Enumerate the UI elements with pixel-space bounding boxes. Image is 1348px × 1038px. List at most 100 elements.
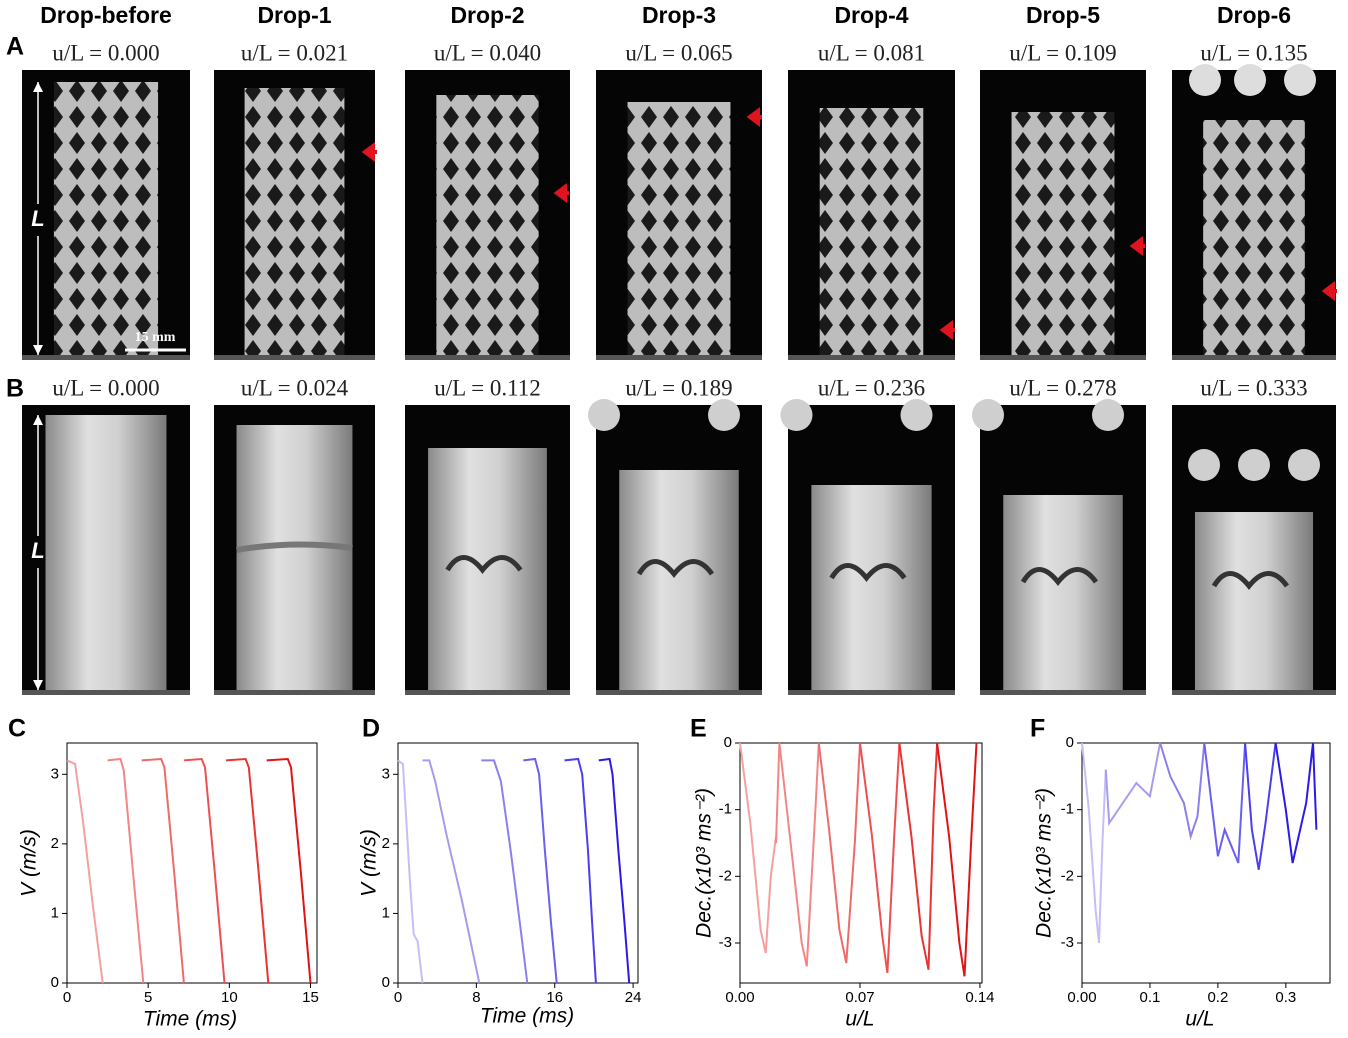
x-tick-label: 8 bbox=[472, 989, 480, 1006]
fold bbox=[445, 555, 523, 574]
panel-label: C bbox=[8, 715, 26, 743]
y-tick-label: 3 bbox=[51, 765, 59, 782]
tube bbox=[45, 415, 167, 690]
series-line bbox=[226, 757, 270, 984]
plot-frame bbox=[739, 742, 983, 984]
lattice-cylinder bbox=[244, 88, 345, 355]
light bbox=[1284, 64, 1316, 96]
base bbox=[22, 690, 190, 695]
strain-label: u/L = 0.065 bbox=[625, 40, 732, 65]
series-line bbox=[1274, 742, 1318, 864]
base bbox=[596, 355, 762, 360]
column-header: Drop-4 bbox=[834, 2, 908, 28]
y-tick-label: -3 bbox=[1061, 934, 1074, 951]
y-tick-label: 0 bbox=[1066, 734, 1074, 751]
series-line bbox=[817, 742, 861, 964]
column-header: Drop-2 bbox=[450, 2, 524, 28]
base bbox=[214, 355, 375, 360]
light bbox=[780, 399, 813, 431]
lattice-cylinder bbox=[53, 82, 159, 355]
panel-label: F bbox=[1030, 715, 1045, 743]
lattice-cylinder bbox=[819, 108, 924, 355]
y-tick-label: 2 bbox=[51, 835, 59, 852]
series-line bbox=[564, 757, 597, 984]
strain-label: u/L = 0.278 bbox=[1009, 375, 1116, 400]
strain-label: u/L = 0.021 bbox=[241, 40, 348, 65]
y-axis-label: V (m/s) bbox=[18, 829, 41, 897]
x-tick-label: 24 bbox=[625, 989, 642, 1006]
y-tick-label: 0 bbox=[51, 974, 59, 991]
x-tick-label: 0 bbox=[394, 989, 402, 1006]
x-tick-label: 10 bbox=[221, 989, 238, 1006]
series-line bbox=[739, 742, 777, 954]
y-tick-label: 1 bbox=[382, 904, 390, 921]
fold bbox=[236, 541, 353, 553]
arrow bbox=[746, 107, 762, 127]
strain-label: u/L = 0.109 bbox=[1009, 40, 1116, 65]
strain-label: u/L = 0.000 bbox=[52, 375, 159, 400]
series-line bbox=[523, 757, 558, 984]
x-tick-label: 0.00 bbox=[725, 989, 754, 1006]
fold bbox=[1211, 571, 1290, 590]
x-tick-label: 0.07 bbox=[845, 989, 874, 1006]
series-line bbox=[1244, 742, 1277, 870]
light bbox=[1288, 449, 1320, 481]
panel-label: E bbox=[690, 715, 707, 743]
column-header: Drop-1 bbox=[257, 2, 331, 28]
column-header: Drop-before bbox=[40, 2, 172, 28]
x-axis-label: u/L bbox=[845, 1008, 874, 1031]
y-axis-label: Dec.(x10³ ms⁻²) bbox=[1033, 788, 1056, 938]
series-line bbox=[1159, 742, 1206, 841]
panel-label: B bbox=[6, 375, 24, 403]
series-line bbox=[481, 759, 529, 984]
length-label: L bbox=[31, 206, 44, 231]
plot-frame bbox=[397, 742, 639, 984]
base bbox=[405, 690, 570, 695]
plot-frame bbox=[66, 742, 318, 984]
base bbox=[980, 355, 1146, 360]
x-axis-label: Time (ms) bbox=[480, 1005, 574, 1028]
x-tick-label: 0.2 bbox=[1207, 989, 1228, 1006]
series-line bbox=[898, 742, 939, 970]
photo-panels bbox=[22, 64, 1337, 695]
light bbox=[588, 399, 620, 431]
tube bbox=[619, 470, 739, 690]
fold bbox=[1020, 567, 1099, 586]
tube bbox=[1003, 495, 1123, 690]
light bbox=[1238, 449, 1270, 481]
base bbox=[214, 690, 375, 695]
strain-label: u/L = 0.000 bbox=[52, 40, 159, 65]
arrow bbox=[361, 142, 377, 162]
y-tick-label: -1 bbox=[719, 801, 732, 818]
strain-label: u/L = 0.236 bbox=[818, 375, 925, 400]
light bbox=[1092, 399, 1124, 431]
y-tick-label: 0 bbox=[724, 734, 732, 751]
series-line bbox=[183, 757, 226, 984]
base bbox=[980, 690, 1146, 695]
x-tick-label: 5 bbox=[144, 989, 152, 1006]
base bbox=[1172, 690, 1336, 695]
base bbox=[405, 355, 570, 360]
lattice-cylinder bbox=[1203, 120, 1305, 355]
strain-label: u/L = 0.081 bbox=[818, 40, 925, 65]
series-line bbox=[775, 742, 820, 967]
series-line bbox=[1203, 742, 1247, 864]
y-axis-label: V (m/s) bbox=[358, 829, 381, 897]
tube bbox=[236, 425, 353, 690]
series-line bbox=[141, 757, 185, 984]
light bbox=[1189, 64, 1221, 96]
series-line bbox=[66, 759, 104, 984]
tube bbox=[811, 485, 932, 690]
y-tick-label: -2 bbox=[719, 867, 732, 884]
lattice-cylinder bbox=[627, 102, 731, 355]
y-tick-label: 0 bbox=[382, 974, 390, 991]
strain-label: u/L = 0.112 bbox=[434, 375, 540, 400]
tube bbox=[1194, 512, 1314, 690]
x-axis-label: Time (ms) bbox=[143, 1008, 237, 1031]
x-tick-label: 0 bbox=[63, 989, 71, 1006]
series-line bbox=[1104, 742, 1162, 826]
base bbox=[596, 690, 762, 695]
series-line bbox=[936, 742, 978, 977]
arrow bbox=[939, 320, 955, 340]
